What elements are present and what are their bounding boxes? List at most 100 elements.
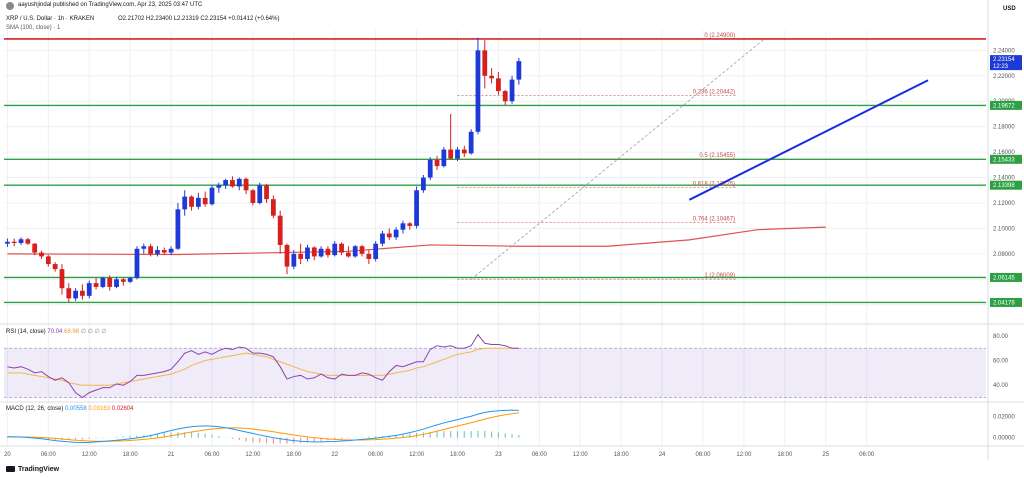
macd-histogram-bar <box>504 433 506 438</box>
candle-body <box>455 149 460 159</box>
candle-body <box>148 246 154 254</box>
candle-body <box>52 264 58 270</box>
bar-countdown-text: 12:23 <box>993 64 1009 70</box>
price-tick-label: 2.22000 <box>993 74 1015 80</box>
candle-body <box>175 209 181 249</box>
fib-level-label: 0.764 (2.10467) <box>693 216 735 222</box>
macd-hist-value: 0.02604 <box>111 406 134 412</box>
candle-body <box>359 246 365 254</box>
time-tick-label: 25 <box>822 452 829 458</box>
macd-histogram-bar <box>381 435 384 438</box>
macd-histogram-bar <box>218 436 220 438</box>
macd-histogram-bar <box>361 437 363 438</box>
macd-histogram-bar <box>115 436 118 438</box>
macd-histogram-bar <box>395 434 397 438</box>
macd-histogram-bar <box>436 431 438 438</box>
price-tick-label: 2.18000 <box>993 125 1015 131</box>
macd-histogram-bar <box>347 437 349 439</box>
macd-histogram-bar <box>184 432 186 438</box>
time-tick-label: 12:00 <box>573 452 589 458</box>
macd-histogram-bar <box>470 431 472 438</box>
candle-body <box>32 243 38 253</box>
axes: 2.240002.220002.200002.180002.160002.140… <box>4 48 1022 458</box>
candle-body <box>66 288 72 299</box>
candle-body <box>489 75 494 79</box>
candle-body <box>298 253 304 259</box>
candle-body <box>93 283 99 287</box>
candle-body <box>475 50 481 132</box>
candles <box>5 37 522 303</box>
candle-body <box>250 190 256 203</box>
macd-histogram-bar <box>334 437 336 440</box>
sma-line <box>7 226 826 256</box>
time-tick-label: 06:00 <box>859 452 875 458</box>
time-tick-label: 12:00 <box>736 452 752 458</box>
candle-body <box>461 149 467 154</box>
candle-body <box>291 253 297 267</box>
time-tick-label: 12:00 <box>82 452 98 458</box>
rsi-label: RSI (14, close) 70.04 68.98 ∅ ∅ ∅ ∅ <box>6 328 107 335</box>
last-price-text: 2.23154 <box>993 57 1015 63</box>
time-tick-label: 18:00 <box>123 452 139 458</box>
candle-body <box>236 178 242 187</box>
macd-histogram-bar <box>497 432 500 438</box>
candle-body <box>86 283 92 296</box>
candle-body <box>243 178 249 191</box>
candle-body <box>496 78 501 92</box>
publisher-line: aayushjindal published on TradingView.co… <box>18 2 203 8</box>
macd-histogram-bar <box>375 436 377 438</box>
rsi-tick-label: 40.00 <box>993 383 1009 389</box>
macd-histogram-bar <box>238 437 240 441</box>
macd-histogram-bar <box>231 437 234 439</box>
macd-histogram-bar <box>81 437 84 440</box>
support-price-text: 2.15433 <box>993 157 1015 163</box>
candle-body <box>202 197 208 205</box>
candle-body <box>270 199 276 216</box>
support-price-tag <box>990 297 1022 307</box>
candle-body <box>345 252 351 257</box>
last-price-tag <box>990 55 1022 71</box>
candle-body <box>325 248 331 256</box>
time-tick-label: 12:00 <box>245 452 261 458</box>
candle-body <box>339 243 344 253</box>
candle-body <box>393 229 399 238</box>
macd-histogram-bar <box>306 437 309 443</box>
overlays <box>0 0 1024 460</box>
candle-body <box>332 243 338 256</box>
macd-histogram-bar <box>136 435 138 438</box>
macd-histogram-bar <box>409 433 411 438</box>
candle-body <box>134 248 140 279</box>
candle-body <box>59 269 65 289</box>
candle-body <box>414 190 419 226</box>
support-price-text: 2.06145 <box>993 275 1015 281</box>
macd-histogram-bar <box>279 437 281 444</box>
support-price-tag <box>990 154 1022 164</box>
time-tick-label: 06:00 <box>532 452 548 458</box>
rsi-band <box>4 348 986 398</box>
macd-histogram-bar <box>422 432 424 438</box>
candle-body <box>73 290 78 299</box>
macd-histogram-bar <box>340 437 343 439</box>
macd-histogram-bar <box>477 430 479 438</box>
time-tick-label: 18:00 <box>614 452 630 458</box>
candle-body <box>305 247 310 259</box>
candle-body <box>516 61 522 80</box>
candle-body <box>441 149 447 167</box>
macd-histogram-bar <box>211 434 213 438</box>
macd-histogram-bar <box>272 437 274 444</box>
rsi-line <box>7 333 519 399</box>
candle-body <box>189 196 194 207</box>
candle-body <box>216 185 222 188</box>
macd-histogram-bar <box>156 433 159 438</box>
macd-histogram-bar <box>320 437 322 442</box>
candle-body <box>264 185 269 200</box>
fibonacci-retracement: 0 (2.24900) 0.236 (2.20442) 0.5 (2.15455) 0… <box>457 33 765 280</box>
candle-body <box>100 278 106 287</box>
logo-text: TradingView <box>18 466 60 473</box>
sma-100-line <box>7 226 826 256</box>
rsi-ma-value: 68.98 <box>64 329 80 335</box>
macd-histogram-bar <box>368 436 370 438</box>
candle-body <box>168 248 174 253</box>
candle-body <box>502 91 508 102</box>
rsi-name: RSI (14, close) <box>6 329 46 335</box>
